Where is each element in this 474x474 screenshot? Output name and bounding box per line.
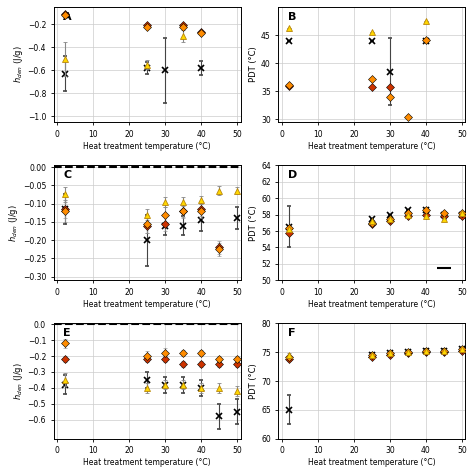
X-axis label: Heat treatment temperature (°C): Heat treatment temperature (°C) <box>83 458 211 467</box>
Text: F: F <box>288 328 295 338</box>
Y-axis label: PDT (°C): PDT (°C) <box>249 363 258 399</box>
X-axis label: Heat treatment temperature (°C): Heat treatment temperature (°C) <box>308 300 436 309</box>
Y-axis label: PDT (°C): PDT (°C) <box>249 46 258 82</box>
X-axis label: Heat treatment temperature (°C): Heat treatment temperature (°C) <box>83 142 211 151</box>
Text: E: E <box>63 328 71 338</box>
X-axis label: Heat treatment temperature (°C): Heat treatment temperature (°C) <box>308 142 436 151</box>
X-axis label: Heat treatment temperature (°C): Heat treatment temperature (°C) <box>83 300 211 309</box>
Text: B: B <box>288 11 296 21</box>
Y-axis label: PDT (°C): PDT (°C) <box>249 205 258 241</box>
Text: A: A <box>63 11 72 21</box>
Y-axis label: $h_{den}$ (J/g): $h_{den}$ (J/g) <box>12 362 25 400</box>
Y-axis label: $h_{den}$ (J/g): $h_{den}$ (J/g) <box>12 46 25 83</box>
Y-axis label: $h_{den}$ (J/g): $h_{den}$ (J/g) <box>7 204 20 242</box>
Text: D: D <box>288 170 297 180</box>
Text: C: C <box>63 170 71 180</box>
X-axis label: Heat treatment temperature (°C): Heat treatment temperature (°C) <box>308 458 436 467</box>
